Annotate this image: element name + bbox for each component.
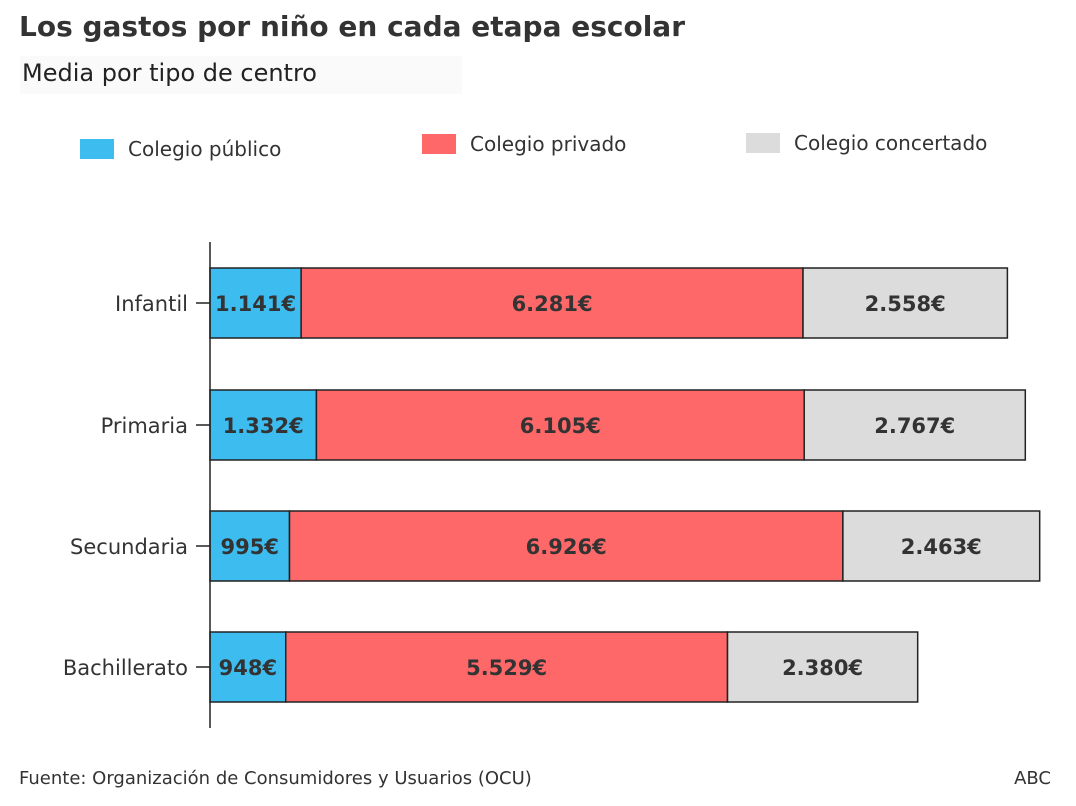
source-note: Fuente: Organización de Consumidores y U… (19, 768, 532, 789)
category-label-primaria: Primaria (101, 414, 188, 438)
legend-label-colegio-privado: Colegio privado (470, 132, 627, 156)
bar-label-bachillerato-colegio-concertado: 2.380€ (782, 656, 863, 680)
bar-label-infantil-colegio-publico: 1.141€ (215, 292, 296, 316)
bar-label-infantil-colegio-concertado: 2.558€ (865, 292, 946, 316)
bar-primaria-colegio-publico (209, 389, 318, 461)
bar-label-primaria-colegio-concertado: 2.767€ (874, 414, 955, 438)
bar-label-secundaria-colegio-publico: 995€ (221, 535, 279, 559)
category-label-bachillerato: Bachillerato (63, 656, 188, 680)
category-label-secundaria: Secundaria (70, 535, 188, 559)
bar-label-bachillerato-colegio-publico: 948€ (219, 656, 277, 680)
bar-bachillerato-colegio-concertado (726, 631, 919, 703)
bar-primaria-colegio-concertado (803, 389, 1027, 461)
bar-infantil-colegio-privado (300, 267, 804, 339)
brand-label: ABC (1014, 768, 1051, 789)
legend-item-colegio-privado: Colegio privado (422, 132, 626, 156)
legend-swatch-colegio-publico (80, 139, 114, 159)
bar-bachillerato-colegio-privado (284, 631, 729, 703)
bar-label-primaria-colegio-publico: 1.332€ (223, 414, 304, 438)
legend-swatch-colegio-privado (422, 134, 456, 154)
bar-label-secundaria-colegio-privado: 6.926€ (526, 535, 607, 559)
chart-subtitle: Media por tipo de centro (20, 56, 462, 94)
bar-label-bachillerato-colegio-privado: 5.529€ (466, 656, 547, 680)
bar-secundaria-colegio-publico (209, 510, 291, 582)
bar-secundaria-colegio-privado (288, 510, 844, 582)
bar-label-infantil-colegio-privado: 6.281€ (512, 292, 593, 316)
legend-label-colegio-publico: Colegio público (128, 137, 282, 161)
legend-label-colegio-concertado: Colegio concertado (794, 131, 988, 155)
bar-infantil-colegio-concertado (802, 267, 1009, 339)
bar-label-primaria-colegio-privado: 6.105€ (520, 414, 601, 438)
category-label-infantil: Infantil (115, 292, 188, 316)
bar-secundaria-colegio-concertado (842, 510, 1041, 582)
legend-item-colegio-concertado: Colegio concertado (746, 131, 987, 155)
chart-title: Los gastos por niño en cada etapa escola… (19, 10, 686, 43)
legend-swatch-colegio-concertado (746, 133, 780, 153)
bar-label-secundaria-colegio-concertado: 2.463€ (901, 535, 982, 559)
legend-item-colegio-publico: Colegio público (80, 137, 281, 161)
